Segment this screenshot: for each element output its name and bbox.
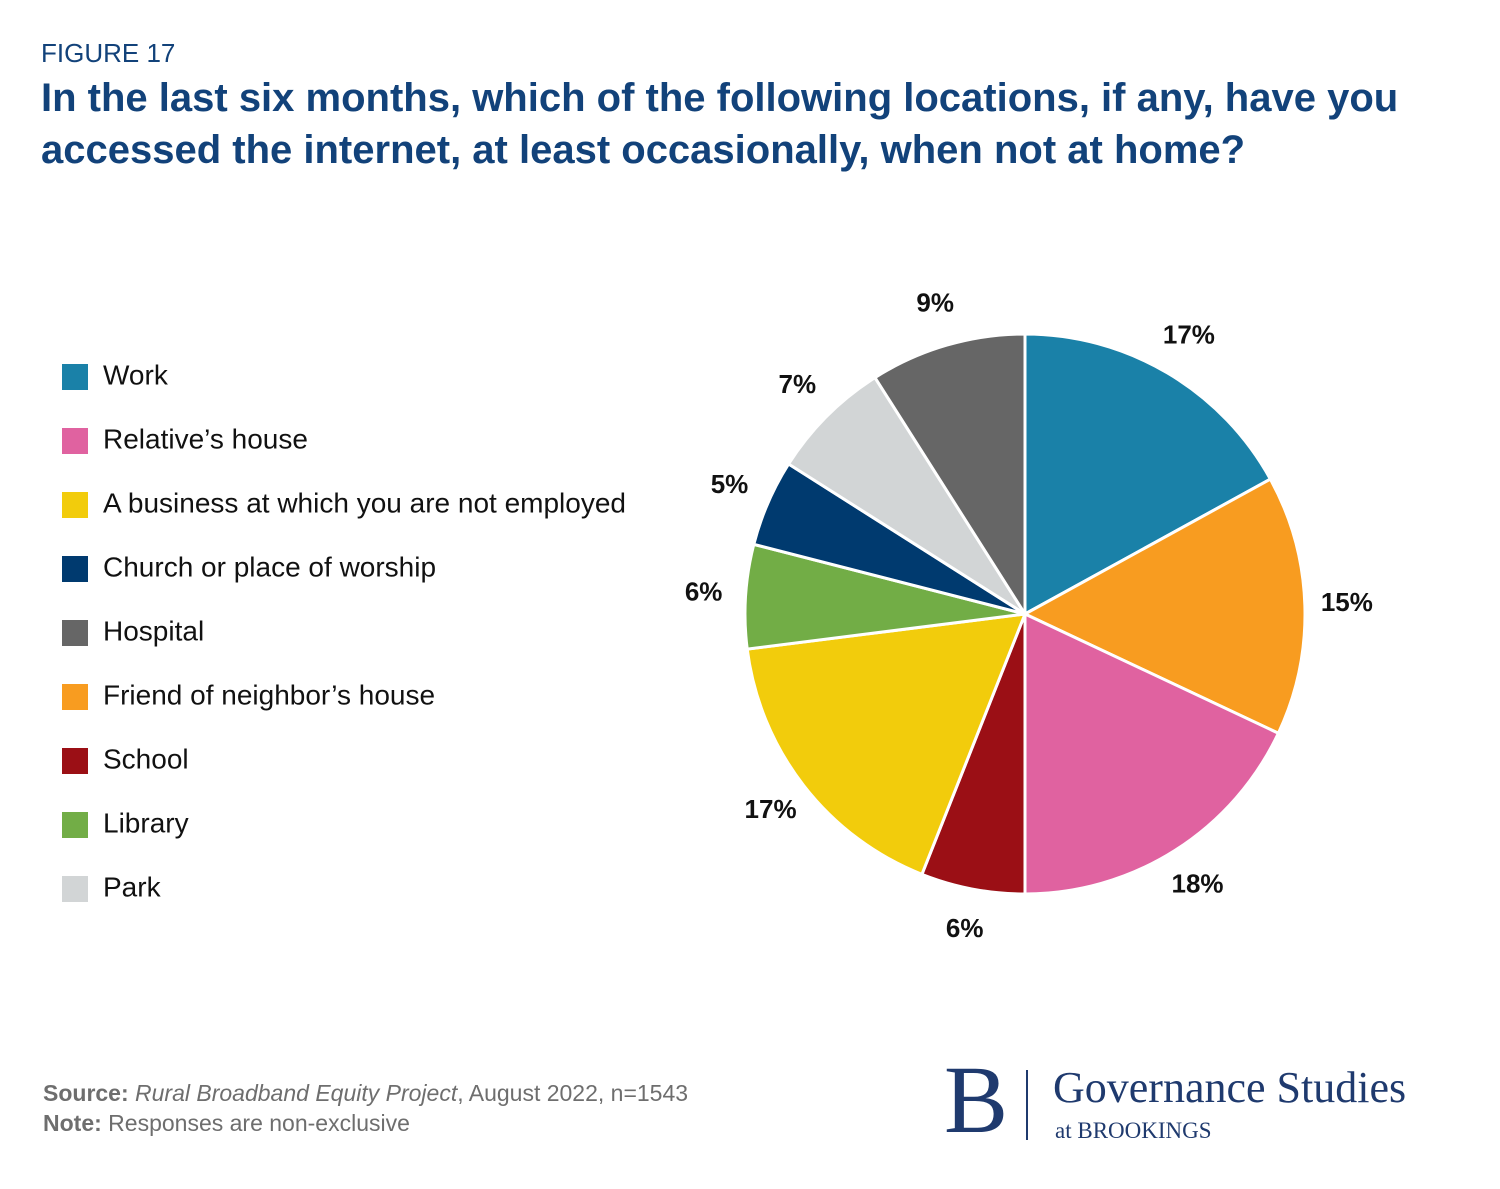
source-title: Rural Broadband Equity Project <box>135 1080 458 1106</box>
value-label: 9% <box>916 288 954 318</box>
legend-label: School <box>103 743 189 774</box>
chart: 17% 15% 18% 6% 17% 6% 5% 7% 9% Work Friend of neig… <box>62 288 1373 943</box>
note-label: Note: <box>43 1110 102 1136</box>
legend-swatch <box>62 428 88 454</box>
legend-label: Relative’s house <box>103 423 308 454</box>
legend-label: A business at which you are not employed <box>103 487 626 518</box>
legend-swatch <box>62 556 88 582</box>
legend-swatch <box>62 364 88 390</box>
source-label: Source: <box>43 1080 129 1106</box>
logo-sub: at BROOKINGS <box>1055 1118 1212 1143</box>
legend-swatch <box>62 748 88 774</box>
legend-swatch <box>62 876 88 902</box>
note-text: Responses are non-exclusive <box>108 1110 410 1136</box>
legend-swatch <box>62 812 88 838</box>
logo-name: Governance Studies <box>1053 1063 1407 1112</box>
logo-divider <box>1026 1070 1028 1140</box>
legend-label: Library <box>103 807 189 838</box>
legend-label: Friend of neighbor’s house <box>103 679 435 710</box>
pie-slice <box>745 612 1028 877</box>
logo-letter: B <box>944 1046 1009 1153</box>
figure-label: FIGURE 17 <box>41 38 176 68</box>
pie-slice <box>1023 611 1281 896</box>
pie-slice <box>872 332 1027 620</box>
legend-label: Hospital <box>103 615 204 646</box>
pie-slice <box>1023 332 1273 617</box>
value-label: 5% <box>711 469 749 499</box>
source: Source: Rural Broadband Equity Project, … <box>43 1080 688 1107</box>
value-label: 17% <box>1163 320 1215 350</box>
value-label: 6% <box>946 913 984 943</box>
legend-label: Church or place of worship <box>103 551 436 582</box>
pie-slice <box>786 375 1027 616</box>
legend-label: Park <box>103 871 162 902</box>
source-rest: , August 2022, n=1543 <box>457 1080 689 1106</box>
value-label: 18% <box>1172 869 1224 899</box>
legend-swatch <box>62 620 88 646</box>
note: Note: Responses are non-exclusive <box>43 1110 410 1137</box>
value-label: 15% <box>1321 587 1373 617</box>
legend-swatch <box>62 492 88 518</box>
pie-slice <box>1021 477 1307 736</box>
legend-swatch <box>62 684 88 710</box>
legend-label: Work <box>103 359 169 390</box>
value-label: 6% <box>685 577 723 607</box>
chart-title: In the last six months, which of the fol… <box>41 76 1399 172</box>
value-label: 17% <box>745 794 797 824</box>
value-label: 7% <box>779 369 817 399</box>
